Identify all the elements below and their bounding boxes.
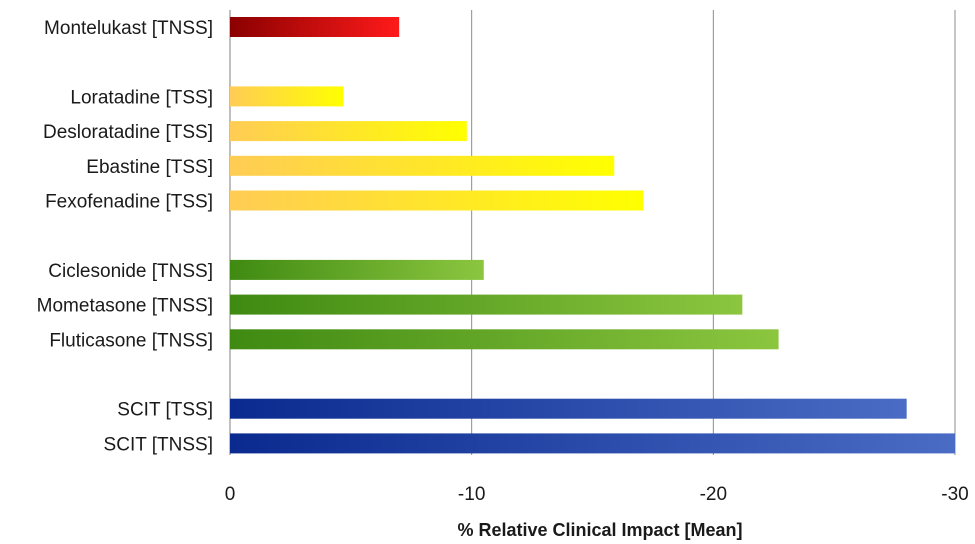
bar [230, 17, 400, 37]
category-label: Ebastine [TSS] [86, 157, 213, 178]
bar [230, 190, 644, 211]
category-label: Fluticasone [TNSS] [49, 330, 213, 351]
x-tick-label: -30 [941, 484, 968, 505]
x-tick-label: -10 [458, 484, 485, 505]
category-label: Loratadine [TSS] [70, 87, 213, 108]
bar [230, 294, 743, 315]
category-label: Montelukast [TNSS] [44, 18, 213, 39]
category-label: Ciclesonide [TNSS] [48, 261, 213, 282]
x-tick-labels: 0 -10 -20 -30 [225, 484, 969, 505]
x-axis-title: % Relative Clinical Impact [Mean] [457, 520, 742, 540]
gridlines [229, 10, 956, 455]
bar [230, 121, 467, 142]
x-tick-label: -20 [700, 484, 727, 505]
category-labels: Montelukast [TNSS] Loratadine [TSS] Deslor… [37, 18, 213, 455]
bar [230, 398, 907, 419]
bar [230, 433, 955, 454]
category-label: Fexofenadine [TSS] [45, 192, 213, 213]
bars [230, 17, 955, 454]
category-label: Desloratadine [TSS] [43, 122, 213, 143]
bar [230, 259, 484, 280]
category-label: SCIT [TSS] [117, 400, 213, 421]
category-label: Mometasone [TNSS] [37, 296, 213, 317]
category-label: SCIT [TNSS] [104, 434, 213, 455]
bar [230, 155, 615, 176]
bar [230, 86, 344, 107]
bar [230, 329, 779, 350]
x-tick-label: 0 [225, 484, 236, 505]
